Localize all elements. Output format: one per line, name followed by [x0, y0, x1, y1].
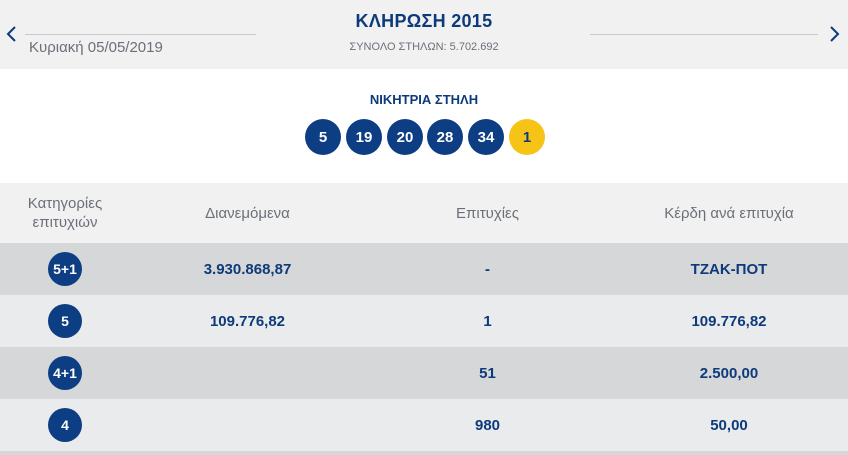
table-row: 4 980 50,00: [0, 399, 848, 451]
draw-date: Κυριακή 05/05/2019: [29, 39, 163, 56]
number-ball: 34: [468, 119, 504, 155]
wins-count: 51: [479, 364, 496, 382]
distributed-amount: 109.776,82: [209, 312, 286, 330]
draw-title: ΚΛΗΡΩΣΗ 2015: [355, 11, 493, 31]
distributed-amount: 3.930.868,87: [203, 260, 292, 278]
category-badge: 4: [48, 408, 82, 442]
wins-count: 1: [483, 312, 492, 330]
column-header-prize: Κέρδη ανά επιτυχία: [664, 204, 794, 222]
prize-per-win: ΤΖΑΚ-ΠΟΤ: [690, 260, 768, 278]
column-header-category: Κατηγορίες επιτυχιών: [27, 195, 103, 231]
column-header-distributed: Διανεμόμενα: [205, 204, 290, 222]
number-ball: 20: [387, 119, 423, 155]
table-row-partial: [0, 451, 848, 455]
category-badge: 5+1: [48, 252, 82, 286]
prize-table: Κατηγορίες επιτυχιών Διανεμόμενα Επιτυχί…: [0, 183, 848, 455]
distributed-amount: [130, 347, 365, 399]
prize-per-win: 50,00: [710, 416, 748, 434]
number-ball: 28: [427, 119, 463, 155]
distributed-amount: [130, 399, 365, 451]
divider-left: [25, 34, 256, 35]
column-header-wins: Επιτυχίες: [456, 204, 519, 222]
number-ball: 5: [305, 119, 341, 155]
category-badge: 5: [48, 304, 82, 338]
wins-count: 980: [474, 416, 501, 434]
total-columns: ΣΥΝΟΛΟ ΣΤΗΛΩΝ: 5.702.692: [349, 41, 499, 53]
table-row: 5 109.776,82 1 109.776,82: [0, 295, 848, 347]
category-badge: 4+1: [48, 356, 82, 390]
table-row: 4+1 51 2.500,00: [0, 347, 848, 399]
prize-per-win: 2.500,00: [699, 364, 759, 382]
number-ball: 19: [346, 119, 382, 155]
chevron-left-icon[interactable]: [4, 24, 20, 44]
prize-per-win: 109.776,82: [691, 312, 767, 330]
joker-ball: 1: [509, 119, 545, 155]
divider-right: [590, 34, 818, 35]
wins-count: -: [485, 260, 490, 278]
draw-header: Κυριακή 05/05/2019 ΚΛΗΡΩΣΗ 2015 ΣΥΝΟΛΟ Σ…: [0, 0, 848, 69]
chevron-right-icon[interactable]: [826, 24, 842, 44]
table-row: 5+1 3.930.868,87 - ΤΖΑΚ-ΠΟΤ: [0, 243, 848, 295]
winning-column-title: ΝΙΚΗΤΡΙΑ ΣΤΗΛΗ: [369, 92, 479, 107]
table-header: Κατηγορίες επιτυχιών Διανεμόμενα Επιτυχί…: [0, 183, 848, 243]
